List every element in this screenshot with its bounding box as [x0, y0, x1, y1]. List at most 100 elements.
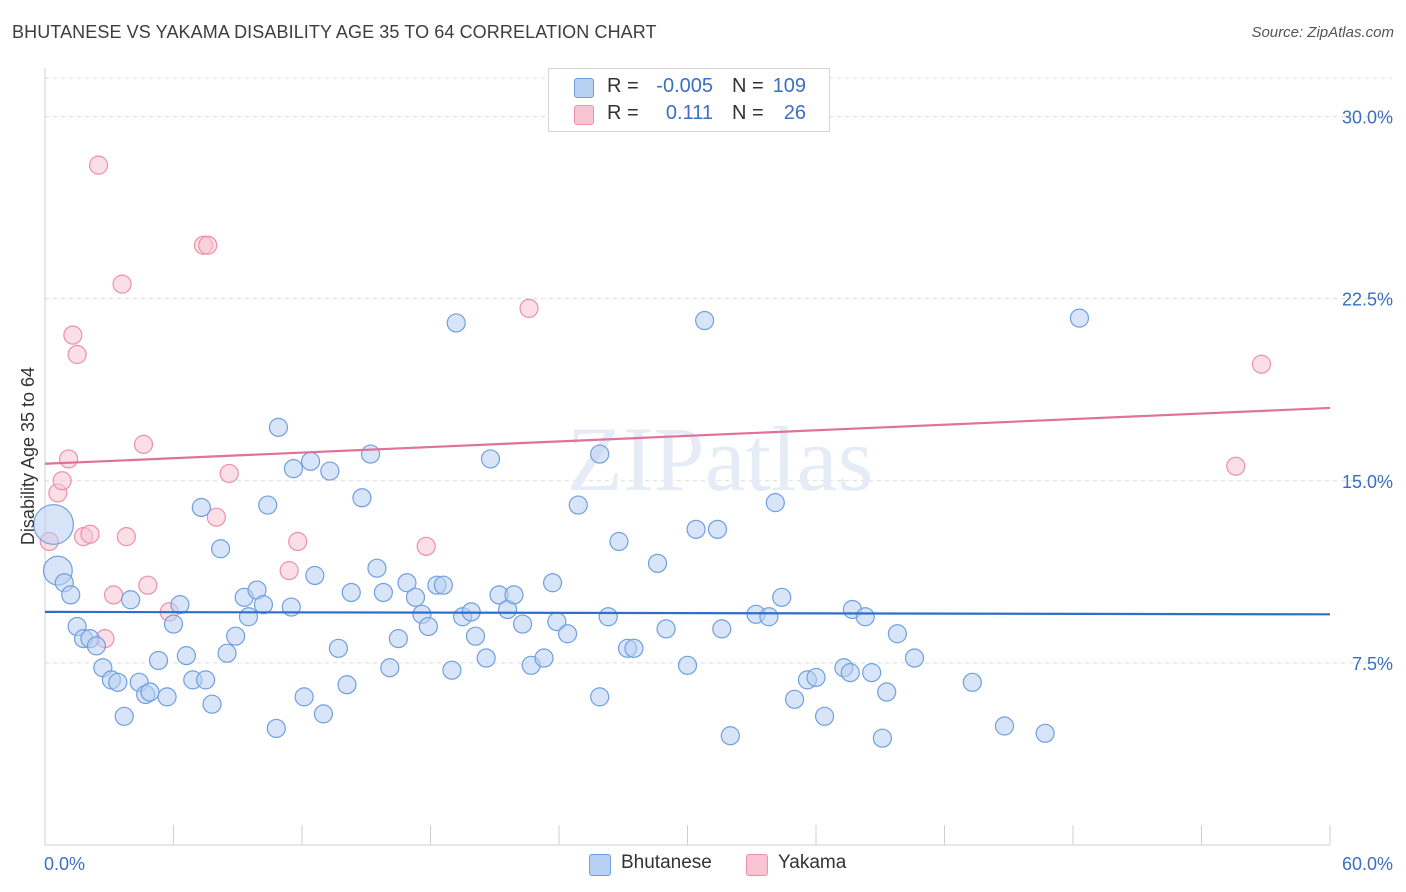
bhutanese-point: [300, 451, 321, 471]
yakama-point: [279, 561, 299, 581]
chart-title: BHUTANESE VS YAKAMA DISABILITY AGE 35 TO…: [12, 22, 657, 42]
bhutanese-point: [341, 582, 361, 603]
yakama-point: [416, 536, 436, 556]
bhutanese-point: [108, 672, 128, 692]
bhutanese-point: [504, 585, 524, 605]
bhutanese-point: [598, 607, 618, 627]
bhutanese-point: [806, 667, 826, 688]
y-tick-label: 22.5%: [1342, 290, 1393, 310]
bhutanese-point: [202, 694, 222, 714]
bhutanese-point: [217, 643, 237, 663]
bhutanese-point: [313, 704, 334, 724]
bhutanese-point: [624, 638, 644, 658]
bhutanese-point: [480, 449, 501, 469]
bhutanese-point: [86, 636, 107, 656]
bhutanese-point: [557, 624, 578, 644]
bhutanese-point: [759, 607, 779, 627]
bhutanese-point: [140, 682, 160, 702]
bhutanese-point: [772, 587, 792, 607]
bhutanese-point: [373, 582, 393, 603]
bhutanese-point: [196, 670, 216, 690]
yakama-trend-line: [44, 406, 1331, 465]
bhutanese-point: [712, 619, 732, 639]
bhutanese-point: [176, 646, 196, 666]
legend-n-label: N =: [732, 75, 764, 97]
yakama-point: [88, 155, 109, 175]
bhutanese-point: [61, 585, 81, 605]
bhutanese-point: [686, 519, 706, 539]
y-tick-label: 7.5%: [1352, 654, 1393, 674]
bhutanese-point: [720, 726, 740, 746]
correlation-legend: R = -0.005 N = 109 R = 0.111 N = 26: [548, 68, 830, 132]
x-tick-label-min: 0.0%: [44, 854, 85, 874]
yakama-point: [133, 434, 154, 454]
bhutanese-point: [994, 716, 1015, 736]
bhutanese-point: [840, 663, 860, 683]
yakama-point: [138, 575, 158, 595]
yakama-point: [219, 463, 239, 484]
legend-n-label: N =: [732, 102, 764, 124]
yakama-point: [288, 531, 308, 552]
legend-r-label: R =: [607, 75, 639, 97]
bhutanese-point: [962, 672, 982, 692]
bhutanese-point: [211, 539, 231, 559]
bhutanese-point: [320, 461, 340, 481]
yakama-point: [206, 507, 226, 527]
axes-layer: [44, 68, 1331, 846]
bhutanese-point: [191, 497, 211, 518]
yakama-point: [63, 325, 83, 345]
bhutanese-point: [707, 519, 728, 539]
bhutanese-point: [405, 587, 426, 607]
yakama-point: [80, 524, 100, 544]
yakama-point: [1251, 354, 1272, 374]
bhutanese-point: [647, 553, 668, 573]
bhutanese-point: [784, 689, 805, 709]
bhutanese-point: [609, 531, 629, 552]
y-tick-label: 30.0%: [1342, 108, 1393, 128]
legend-swatch-blue: [574, 78, 594, 98]
bhutanese-point: [418, 616, 438, 637]
watermark: ZIPatlas: [567, 408, 874, 510]
bhutanese-point: [887, 624, 907, 644]
bhutanese-points: [33, 308, 1090, 748]
bhutanese-point: [253, 595, 274, 615]
yakama-point: [1226, 456, 1246, 476]
bhutanese-point: [542, 573, 563, 593]
legend-swatch-pink: [574, 105, 594, 125]
bhutanese-point: [328, 638, 349, 658]
bhutanese-point: [305, 565, 325, 586]
bhutanese-point: [534, 648, 554, 668]
source-label: Source: ZipAtlas.com: [1251, 24, 1394, 41]
y-tick-label: 15.0%: [1342, 472, 1393, 492]
bhutanese-point: [877, 682, 897, 702]
bhutanese-point: [294, 687, 314, 707]
bhutanese-point: [442, 660, 462, 680]
bhutanese-point: [33, 504, 74, 545]
legend-n-value: 26: [783, 102, 806, 124]
bhutanese-point: [1035, 723, 1055, 743]
yakama-point: [519, 298, 539, 318]
x-tick-label-max: 60.0%: [1342, 854, 1393, 874]
bottom-legend-swatch-pink: [746, 854, 768, 876]
bhutanese-point: [465, 626, 486, 646]
legend-n-value: 109: [772, 75, 806, 97]
bhutanese-point: [765, 493, 785, 513]
bhutanese-point: [433, 575, 453, 595]
yakama-point: [112, 274, 132, 294]
yakama-point: [58, 449, 79, 469]
bhutanese-point: [568, 495, 588, 515]
legend-r-value: -0.005: [656, 75, 713, 97]
y-axis-label: Disability Age 35 to 64: [18, 367, 38, 545]
bhutanese-point: [114, 706, 134, 726]
legend-row-yakama: R = 0.111 N = 26: [549, 101, 829, 127]
bottom-legend-swatch-blue: [589, 854, 611, 876]
bhutanese-point: [397, 573, 417, 593]
bhutanese-point: [446, 313, 466, 333]
trend-layer: [44, 406, 1331, 616]
bottom-legend-label: Yakama: [778, 852, 847, 873]
legend-r-value: 0.111: [665, 102, 713, 124]
yakama-point: [52, 471, 72, 491]
bhutanese-point: [476, 648, 496, 668]
bhutanese-point: [855, 607, 875, 627]
